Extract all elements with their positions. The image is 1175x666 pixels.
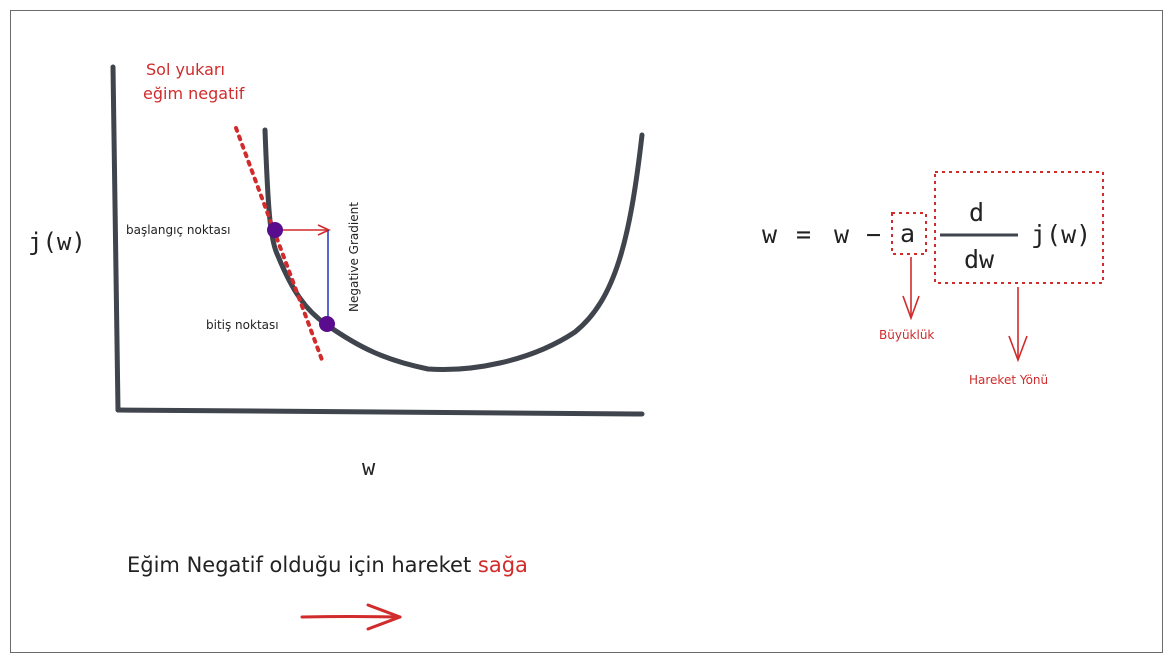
y-axis <box>110 64 121 413</box>
tangent-note-line1: Sol yukarı <box>146 60 225 79</box>
step-arrow-head <box>317 224 331 236</box>
learning-rate-symbol: a <box>900 219 916 248</box>
formula-minus: − <box>866 220 882 249</box>
right-arrow <box>300 615 402 619</box>
end-point-label: bitiş noktası <box>206 318 279 332</box>
gradient-label: Negative Gradient <box>347 202 361 312</box>
start-point <box>267 222 283 238</box>
cost-curve <box>262 127 645 372</box>
caption-highlight: sağa <box>477 553 528 577</box>
magnitude-label: Büyüklük <box>879 328 935 342</box>
caption-text: Eğim Negatif olduğu için hareket <box>127 553 478 577</box>
y-axis-label: j(w) <box>28 228 86 256</box>
fraction-numerator: d <box>969 198 985 227</box>
x-axis-label: w <box>362 456 376 481</box>
formula-function: j(w) <box>1031 220 1092 249</box>
x-axis <box>115 407 645 417</box>
learning-rate-box <box>891 212 927 255</box>
right-arrow-head <box>366 603 402 631</box>
end-point <box>319 316 335 332</box>
magnitude-arrow-head <box>902 295 920 321</box>
formula-equals: = <box>796 220 812 249</box>
direction-arrow-head <box>1008 335 1028 363</box>
formula-w-term: w <box>834 220 850 249</box>
start-point-label: başlangıç noktası <box>126 223 231 237</box>
direction-label: Hareket Yönü <box>969 373 1049 387</box>
canvas-frame <box>10 10 1163 653</box>
fraction-denominator: dw <box>964 245 995 274</box>
formula-lhs: w <box>762 220 778 249</box>
tangent-line <box>234 126 324 362</box>
caption: Eğim Negatif olduğu için hareket sağa <box>127 553 528 577</box>
derivative-box <box>934 171 1104 284</box>
tangent-note-line2: eğim negatif <box>143 84 245 103</box>
